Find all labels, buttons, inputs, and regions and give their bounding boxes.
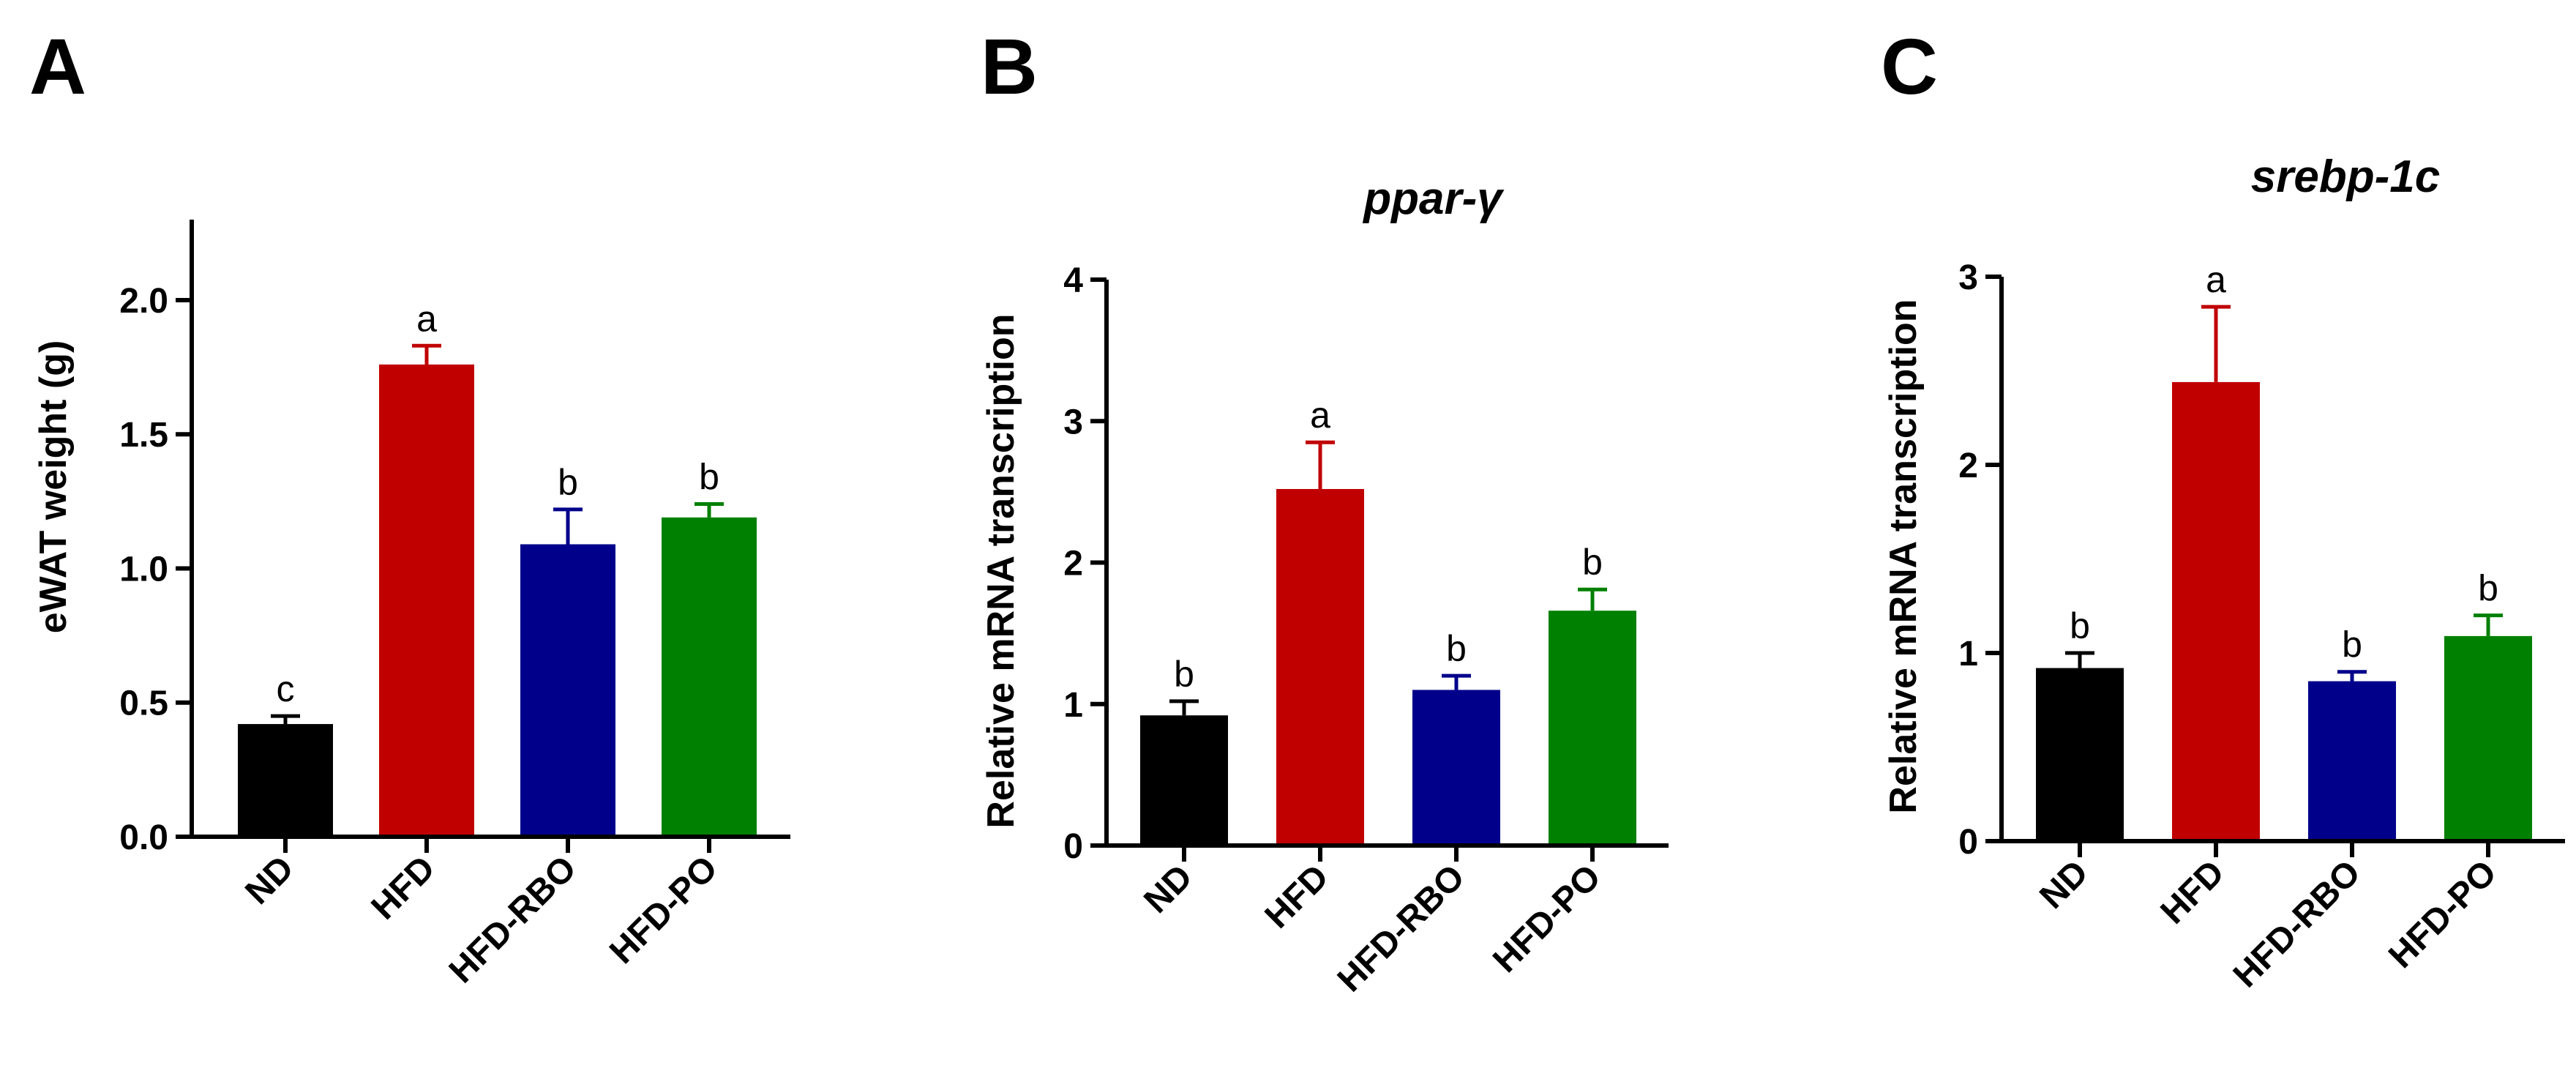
chart-title-c: srebp-1c: [2251, 152, 2440, 202]
y-tick-label-b-4: 4: [1063, 261, 1083, 300]
x-tick-label-c-1: HFD: [2154, 853, 2232, 931]
significance-label-c-2: b: [2342, 624, 2362, 665]
bar-b-nd: [1140, 715, 1228, 846]
y-axis-label-a: eWAT weight (g): [32, 340, 75, 634]
bar-a-hfd-po: [662, 517, 757, 837]
y-tick-label-b-2: 2: [1063, 545, 1083, 583]
bar-a-hfd-rbo: [520, 544, 615, 837]
panel-b: B ppar-γ Relative mRNA transcription bab…: [980, 22, 1669, 999]
significance-label-c-3: b: [2478, 568, 2498, 609]
y-tick-label-c-2: 2: [1958, 447, 1978, 485]
significance-label-a-2: b: [558, 462, 578, 503]
y-axis-label-b: Relative mRNA transcription: [980, 313, 1022, 828]
chart-title-b: ppar-γ: [1362, 173, 1505, 224]
plot-area-a: c a b b 0.0 0.5 1.0 1.5 2.0 ND HFD HFD-RBO HFD-PO: [119, 220, 790, 990]
panel-letter-c: C: [1881, 22, 1938, 111]
y-tick-label-a-0: 0.0: [119, 818, 168, 857]
x-tick-label-c-3: HFD-PO: [2381, 853, 2504, 976]
y-tick-label-c-0: 0: [1958, 823, 1978, 862]
significance-label-c-1: a: [2206, 259, 2226, 300]
x-tick-label-c-2: HFD-RBO: [2226, 853, 2368, 995]
x-tick-label-b-2: HFD-RBO: [1330, 857, 1472, 999]
y-tick-label-a-3: 1.5: [119, 416, 168, 455]
x-tick-label-a-0: ND: [238, 848, 301, 911]
bar-a-hfd: [379, 364, 474, 837]
x-tick-label-a-3: HFD-PO: [602, 848, 725, 971]
y-tick-label-c-3: 3: [1958, 258, 1978, 297]
y-tick-label-c-1: 1: [1958, 635, 1978, 673]
bar-c-hfd-rbo: [2308, 681, 2396, 841]
bar-c-nd: [2036, 668, 2124, 841]
significance-label-b-2: b: [1446, 628, 1467, 669]
bar-a-nd: [238, 724, 333, 837]
y-tick-label-a-2: 1.0: [119, 550, 168, 589]
y-tick-label-a-1: 0.5: [119, 684, 168, 723]
x-tick-label-a-1: HFD: [364, 848, 443, 927]
panel-c: C srebp-1c Relative mRNA transcription b…: [1881, 22, 2565, 995]
significance-label-b-0: b: [1174, 654, 1194, 695]
significance-label-a-3: b: [699, 457, 719, 498]
panel-a: A eWAT weight (g) c a b b 0.0 0.5 1.0 1.5 2.0 ND H…: [29, 22, 790, 990]
x-tick-label-b-0: ND: [1137, 857, 1199, 920]
x-tick-label-b-1: HFD: [1258, 857, 1336, 936]
bar-c-hfd: [2172, 381, 2260, 841]
x-tick-label-b-3: HFD-PO: [1486, 857, 1609, 980]
y-tick-label-b-3: 3: [1063, 403, 1083, 441]
y-axis-label-c: Relative mRNA transcription: [1882, 299, 1925, 813]
bar-c-hfd-po: [2444, 635, 2532, 841]
significance-label-a-0: c: [277, 668, 295, 709]
panel-letter-a: A: [29, 22, 86, 111]
x-tick-label-a-2: HFD-RBO: [442, 848, 584, 990]
significance-label-b-3: b: [1582, 542, 1603, 583]
bar-b-hfd: [1276, 489, 1364, 846]
y-tick-label-b-1: 1: [1063, 686, 1083, 725]
significance-label-c-0: b: [2070, 605, 2090, 646]
x-tick-label-c-0: ND: [2032, 853, 2095, 916]
bar-b-hfd-po: [1549, 611, 1636, 846]
y-tick-label-a-4: 2.0: [119, 282, 168, 321]
y-tick-label-b-0: 0: [1063, 827, 1083, 866]
significance-label-a-1: a: [416, 298, 437, 339]
bar-b-hfd-rbo: [1412, 690, 1500, 846]
panel-letter-b: B: [981, 22, 1038, 111]
significance-label-b-1: a: [1310, 395, 1330, 436]
